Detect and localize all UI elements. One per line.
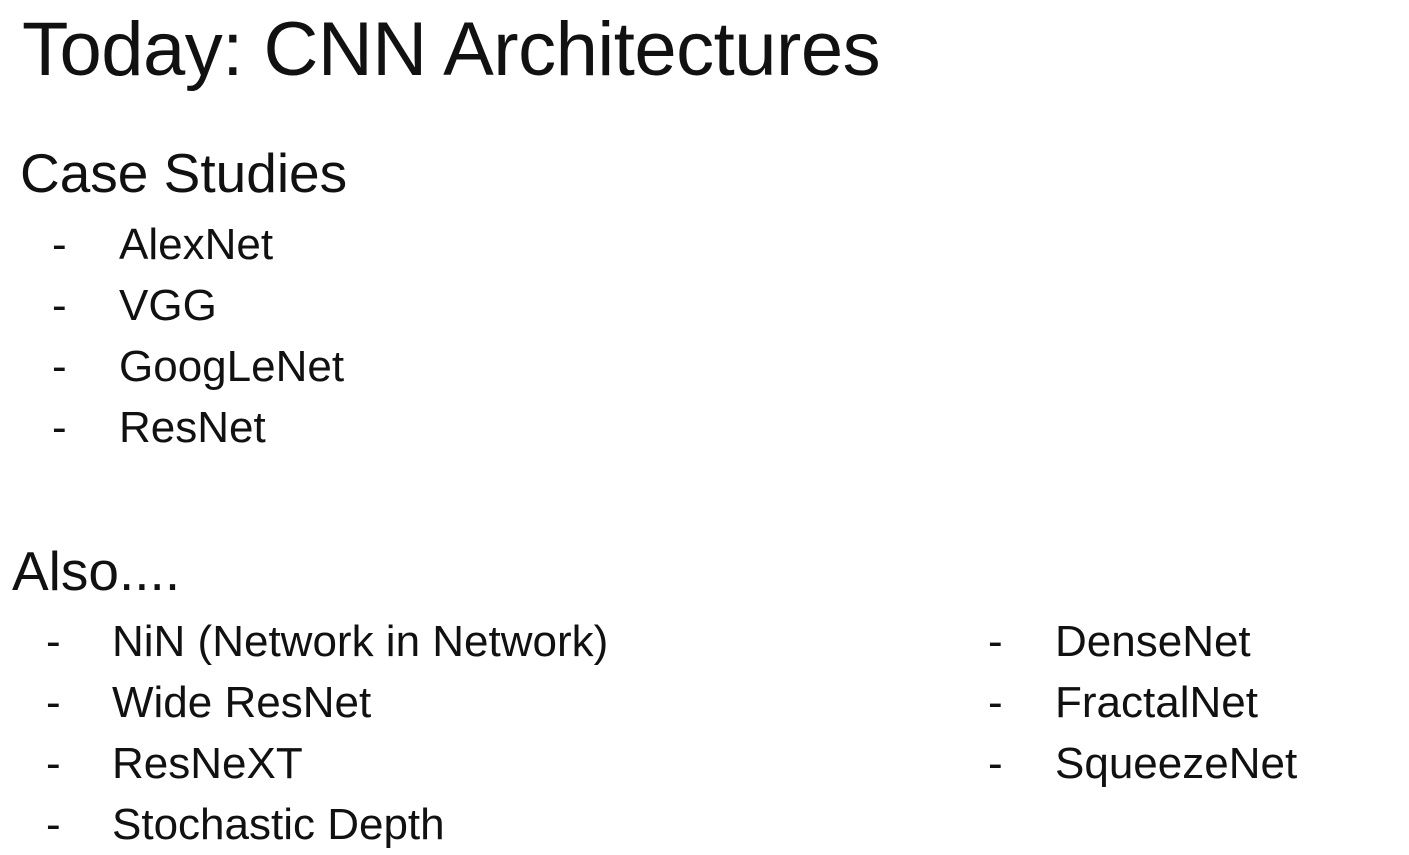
list-item-vgg: - VGG	[52, 275, 344, 336]
bullet-dash: -	[988, 616, 1003, 666]
bullet-dash: -	[46, 799, 61, 849]
bullet-dash: -	[46, 738, 61, 788]
list-item-label: GoogLeNet	[119, 341, 345, 391]
list-item-label: SqueezeNet	[1055, 738, 1298, 788]
bullet-dash: -	[52, 402, 67, 452]
list-item-label: AlexNet	[119, 219, 274, 269]
bullet-dash: -	[52, 219, 67, 269]
also-heading: Also....	[12, 540, 181, 602]
list-item-squeezenet: - SqueezeNet	[988, 733, 1297, 794]
bullet-dash: -	[46, 677, 61, 727]
list-item-label: ResNeXT	[112, 738, 303, 788]
list-item-resnext: - ResNeXT	[46, 733, 608, 794]
list-item-label: FractalNet	[1055, 677, 1258, 727]
list-item-label: Stochastic Depth	[112, 799, 445, 849]
list-item-fractalnet: - FractalNet	[988, 672, 1297, 733]
bullet-dash: -	[46, 616, 61, 666]
list-item-label: VGG	[119, 280, 217, 330]
list-item-label: Wide ResNet	[112, 677, 372, 727]
list-item-wide-resnet: - Wide ResNet	[46, 672, 608, 733]
list-item-densenet: - DenseNet	[988, 611, 1297, 672]
list-item-nin: - NiN (Network in Network)	[46, 611, 608, 672]
list-item-googlenet: - GoogLeNet	[52, 336, 344, 397]
list-item-alexnet: - AlexNet	[52, 214, 344, 275]
bullet-dash: -	[52, 341, 67, 391]
also-list-left: - NiN (Network in Network) - Wide ResNet…	[46, 611, 608, 855]
bullet-dash: -	[988, 677, 1003, 727]
list-item-label: NiN (Network in Network)	[112, 616, 609, 666]
list-item-stochastic-depth: - Stochastic Depth	[46, 794, 608, 855]
bullet-dash: -	[988, 738, 1003, 788]
bullet-dash: -	[52, 280, 67, 330]
list-item-label: DenseNet	[1055, 616, 1251, 666]
slide-title: Today: CNN Architectures	[22, 7, 881, 92]
case-studies-heading: Case Studies	[20, 142, 348, 204]
case-studies-list: - AlexNet - VGG - GoogLeNet - ResNet	[52, 214, 344, 458]
list-item-resnet: - ResNet	[52, 397, 344, 458]
also-list-right: - DenseNet - FractalNet - SqueezeNet	[988, 611, 1297, 794]
list-item-label: ResNet	[119, 402, 266, 452]
